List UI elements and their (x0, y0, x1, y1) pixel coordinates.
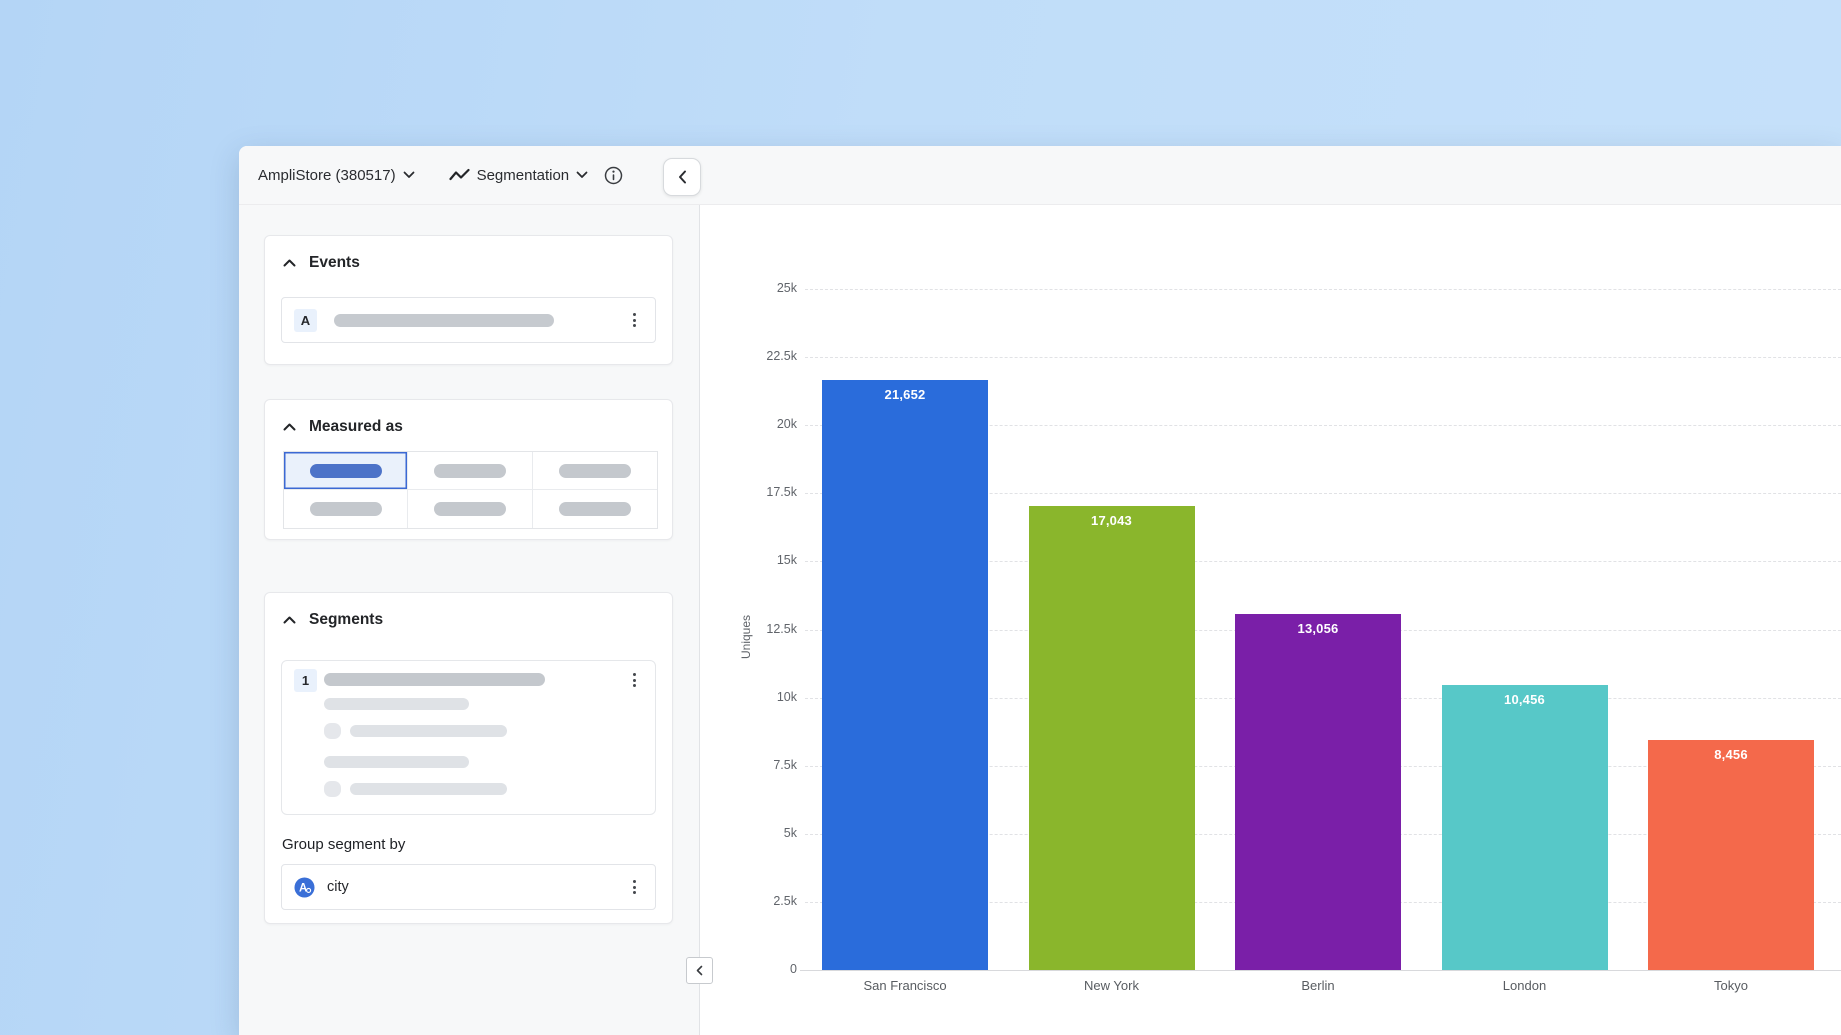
report-type-selector[interactable]: Segmentation (448, 166, 589, 184)
project-selector[interactable]: AmpliStore (380517) (258, 167, 415, 184)
measure-option-placeholder (309, 463, 382, 478)
bar-value-label: 8,456 (1714, 746, 1748, 762)
y-tick-label: 0 (790, 962, 797, 976)
bar-tokyo[interactable]: 8,456 (1648, 739, 1814, 970)
measure-option[interactable] (284, 490, 409, 528)
measure-option[interactable] (408, 452, 533, 490)
measure-option[interactable] (533, 490, 657, 528)
kebab-menu-icon[interactable] (625, 876, 643, 898)
measure-option-placeholder (558, 463, 631, 478)
property-type-icon: A (294, 877, 315, 898)
segment-filter-placeholder (324, 756, 469, 768)
gridline (805, 357, 1841, 359)
group-segment-by-label: Group segment by (282, 836, 406, 853)
chevron-left-icon (696, 965, 703, 976)
bar-value-label: 21,652 (884, 387, 926, 403)
x-axis-baseline (800, 970, 1841, 971)
collapse-chevron-up-icon[interactable] (283, 616, 296, 624)
measure-option-placeholder (433, 502, 506, 516)
info-icon[interactable] (604, 166, 623, 185)
bar-value-label: 10,456 (1504, 692, 1545, 708)
measure-option[interactable] (408, 490, 533, 528)
segments-panel: Segments 1 Group segment by A (264, 592, 673, 924)
x-tick-label: San Francisco (863, 978, 947, 993)
x-tick-label: London (1502, 978, 1547, 993)
y-tick-label: 5k (783, 825, 797, 840)
measured-as-panel: Measured as (264, 399, 673, 540)
x-tick-label: Berlin (1301, 978, 1335, 993)
events-panel-title: Events (309, 254, 360, 271)
y-tick-label: 12.5k (766, 621, 797, 636)
gridline (805, 561, 1841, 563)
y-tick-label: 2.5k (773, 893, 797, 908)
bar-value-label: 13,056 (1297, 621, 1339, 637)
kebab-menu-icon[interactable] (625, 309, 643, 331)
segment-operator-placeholder (324, 781, 341, 797)
bar-new-york[interactable]: 17,043 (1028, 505, 1195, 970)
bar-value-label: 17,043 (1091, 512, 1132, 528)
svg-text:A: A (299, 882, 307, 894)
segment-name-placeholder (324, 673, 545, 686)
bar-san-francisco[interactable]: 21,652 (822, 380, 988, 970)
gridline (805, 425, 1841, 427)
gridline (805, 289, 1841, 290)
x-tick-label: Tokyo (1714, 978, 1748, 993)
segment-number-badge: 1 (294, 669, 317, 692)
measure-option-placeholder (558, 502, 631, 516)
y-tick-label: 20k (776, 417, 797, 432)
app-window: AmpliStore (380517) Segmentation (239, 146, 1841, 1035)
line-chart-icon (448, 168, 470, 182)
segments-panel-title: Segments (309, 611, 384, 628)
gridline (805, 493, 1841, 495)
config-sidebar: Events A Measured as (239, 205, 700, 1035)
segment-operator-placeholder (324, 723, 341, 739)
top-toolbar: AmpliStore (380517) Segmentation (239, 146, 1841, 205)
chart-canvas: Uniques 25k 22.5k 20k 17.5k 15k 12.5k 10k 7.5k 5… (686, 205, 1841, 1035)
group-by-property-row[interactable]: A city (281, 864, 656, 910)
segment-definition-card[interactable]: 1 (281, 660, 656, 815)
measure-option[interactable] (532, 452, 657, 490)
y-tick-label: 22.5k (766, 349, 797, 364)
events-panel: Events A (264, 235, 673, 365)
measure-option-placeholder (309, 502, 382, 516)
bar-london[interactable]: 10,456 (1441, 685, 1608, 970)
sidebar-collapse-button-small[interactable] (686, 957, 713, 984)
event-letter-badge: A (294, 308, 317, 332)
y-tick-label: 10k (776, 689, 797, 704)
y-tick-label: 15k (776, 553, 797, 568)
bar-berlin[interactable]: 13,056 (1235, 614, 1401, 970)
measure-option-placeholder (433, 463, 506, 478)
y-tick-label: 17.5k (766, 485, 797, 500)
chevron-left-icon (678, 170, 687, 184)
report-type-label: Segmentation (476, 166, 570, 184)
measure-option-grid (283, 451, 658, 529)
y-tick-label: 25k (776, 281, 797, 295)
chevron-down-icon (403, 171, 415, 179)
segment-filter-placeholder (350, 725, 507, 737)
chevron-down-icon (576, 171, 588, 179)
project-name: AmpliStore (380517) (258, 166, 396, 184)
segment-filter-placeholder (350, 783, 507, 795)
measure-option-selected[interactable] (284, 452, 409, 490)
y-tick-label: 7.5k (773, 757, 797, 772)
event-name-placeholder (334, 313, 554, 327)
group-by-property-value: city (327, 879, 349, 895)
sidebar-collapse-button[interactable] (663, 158, 701, 196)
measured-as-panel-title: Measured as (309, 418, 403, 435)
collapse-chevron-up-icon[interactable] (283, 259, 296, 267)
collapse-chevron-up-icon[interactable] (283, 423, 296, 431)
segment-filter-placeholder (324, 698, 469, 710)
event-row[interactable]: A (281, 297, 656, 343)
x-tick-label: New York (1084, 978, 1139, 993)
kebab-menu-icon[interactable] (625, 669, 643, 691)
